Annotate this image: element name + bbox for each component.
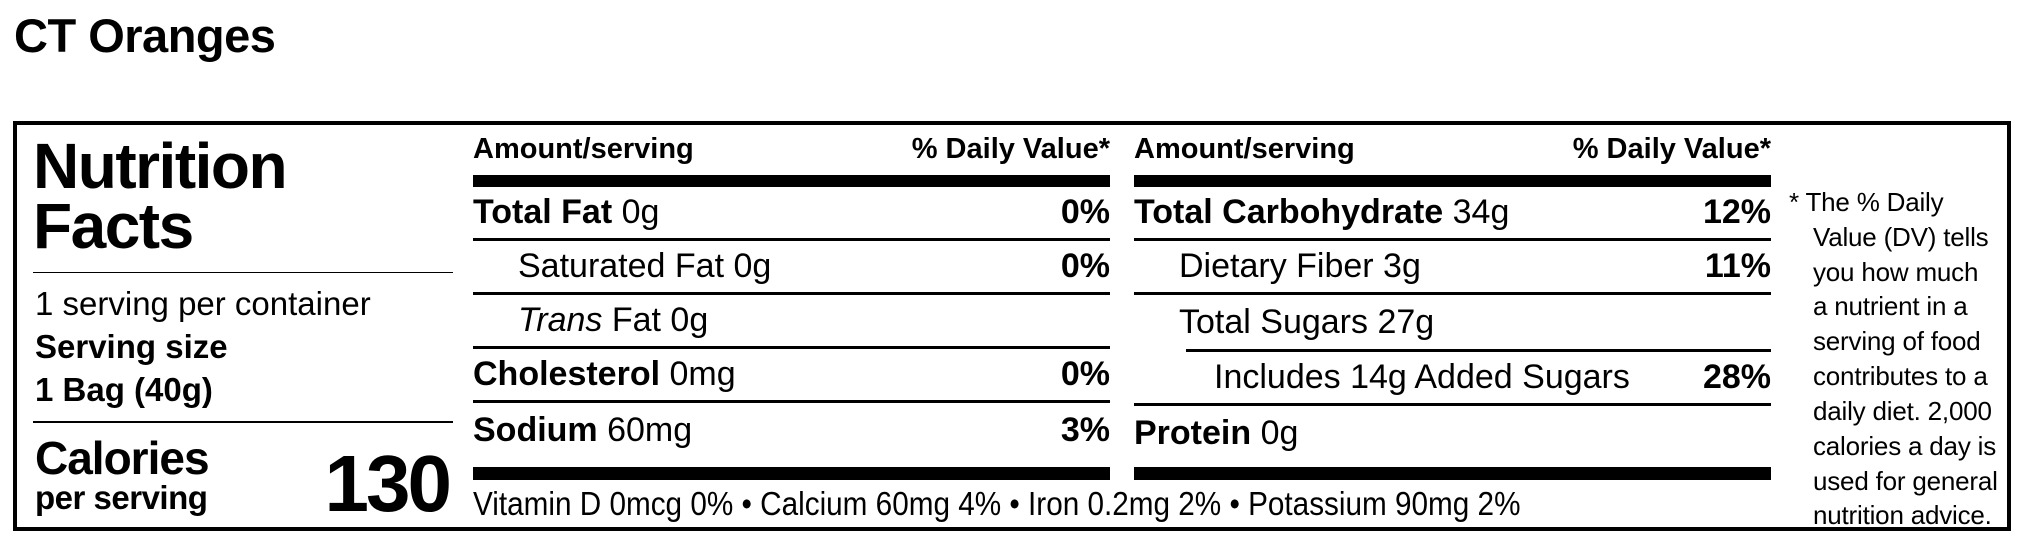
nutrient-column-2: Amount/serving % Daily Value* Total Carb… <box>1134 125 1771 480</box>
servings-per-container: 1 serving per container <box>35 285 371 323</box>
page: CT Oranges Nutrition Facts 1 serving per… <box>0 8 2025 531</box>
daily-value: 12% <box>1702 193 1771 231</box>
nutrient-name: Sodium 60mg <box>473 410 693 449</box>
row-trans-fat: Trans Fat 0g <box>473 295 1110 349</box>
daily-value-header: % Daily Value* <box>1572 133 1771 165</box>
calories-label: Calories <box>35 431 210 484</box>
daily-value-header: % Daily Value* <box>911 133 1110 165</box>
serving-info: 1 serving per container Serving size 1 B… <box>33 273 453 421</box>
nutrient-panel: Amount/serving % Daily Value* Total Fat … <box>469 125 1771 527</box>
divider <box>33 420 453 423</box>
amount-serving-header: Amount/serving <box>1134 133 1355 165</box>
column-header: Amount/serving % Daily Value* <box>1134 125 1771 175</box>
serving-size-label: Serving size <box>35 328 228 366</box>
nutrient-name: Protein 0g <box>1134 413 1299 452</box>
calories-labels: Calories per serving <box>35 431 210 517</box>
divider-thick <box>1134 175 1771 187</box>
divider-thick <box>473 467 1110 480</box>
nutrition-facts-title: Nutrition Facts <box>33 130 453 262</box>
daily-value: 0% <box>1060 247 1110 285</box>
amount-serving-header: Amount/serving <box>473 133 694 165</box>
row-total-fat: Total Fat 0g 0% <box>473 187 1110 241</box>
nf-title-line2: Facts <box>33 189 194 262</box>
daily-value: 3% <box>1060 410 1110 449</box>
calories-section: Calories per serving 130 <box>33 423 453 529</box>
row-total-carbohydrate: Total Carbohydrate 34g 12% <box>1134 187 1771 241</box>
nutrition-facts-label: Nutrition Facts 1 serving per container … <box>13 121 2011 531</box>
nutrient-name: Trans Fat 0g <box>518 301 709 339</box>
divider-indented <box>1186 349 1771 352</box>
nutrient-column-1: Amount/serving % Daily Value* Total Fat … <box>473 125 1110 480</box>
vitamins-text: Vitamin D 0mcg 0% • Calcium 60mg 4% • Ir… <box>473 484 1521 522</box>
daily-value: 28% <box>1702 358 1771 396</box>
divider <box>33 272 453 274</box>
calories-value: 130 <box>324 439 452 529</box>
daily-value: 0% <box>1060 355 1110 393</box>
calories-per-serving-label: per serving <box>35 479 208 516</box>
footnote-text: * The % Daily Value (DV) tells you how m… <box>1789 187 1998 531</box>
nutrient-columns: Amount/serving % Daily Value* Total Fat … <box>473 125 1771 480</box>
nutrient-name: Total Carbohydrate 34g <box>1134 193 1510 231</box>
daily-value: 11% <box>1704 247 1771 285</box>
nutrient-name: Includes 14g Added Sugars <box>1214 358 1630 396</box>
row-protein: Protein 0g <box>1134 406 1771 460</box>
nutrient-name: Cholesterol 0mg <box>473 355 736 393</box>
row-added-sugars: Includes 14g Added Sugars 28% <box>1134 352 1771 406</box>
nutrient-name: Total Sugars 27g <box>1179 302 1435 341</box>
nutrient-name: Total Fat 0g <box>473 193 660 231</box>
row-cholesterol: Cholesterol 0mg 0% <box>473 349 1110 403</box>
row-saturated-fat: Saturated Fat 0g 0% <box>473 241 1110 295</box>
row-dietary-fiber: Dietary Fiber 3g 11% <box>1134 241 1771 295</box>
divider-thick <box>473 175 1110 187</box>
nutrient-name: Dietary Fiber 3g <box>1179 247 1421 285</box>
row-sodium: Sodium 60mg 3% <box>473 403 1110 457</box>
vitamins-row: Vitamin D 0mcg 0% • Calcium 60mg 4% • Ir… <box>473 480 1771 527</box>
nutrition-facts-left-panel: Nutrition Facts 1 serving per container … <box>17 125 469 527</box>
row-total-sugars: Total Sugars 27g <box>1134 295 1771 349</box>
nutrient-name: Saturated Fat 0g <box>518 247 772 285</box>
column-header: Amount/serving % Daily Value* <box>473 125 1110 175</box>
serving-size-value: 1 Bag (40g) <box>35 371 213 409</box>
nf-title-line1: Nutrition <box>33 130 288 202</box>
daily-value-footnote: * The % Daily Value (DV) tells you how m… <box>1771 125 2007 530</box>
daily-value: 0% <box>1060 193 1110 231</box>
divider-thick <box>1134 467 1771 480</box>
page-title: CT Oranges <box>14 9 276 62</box>
